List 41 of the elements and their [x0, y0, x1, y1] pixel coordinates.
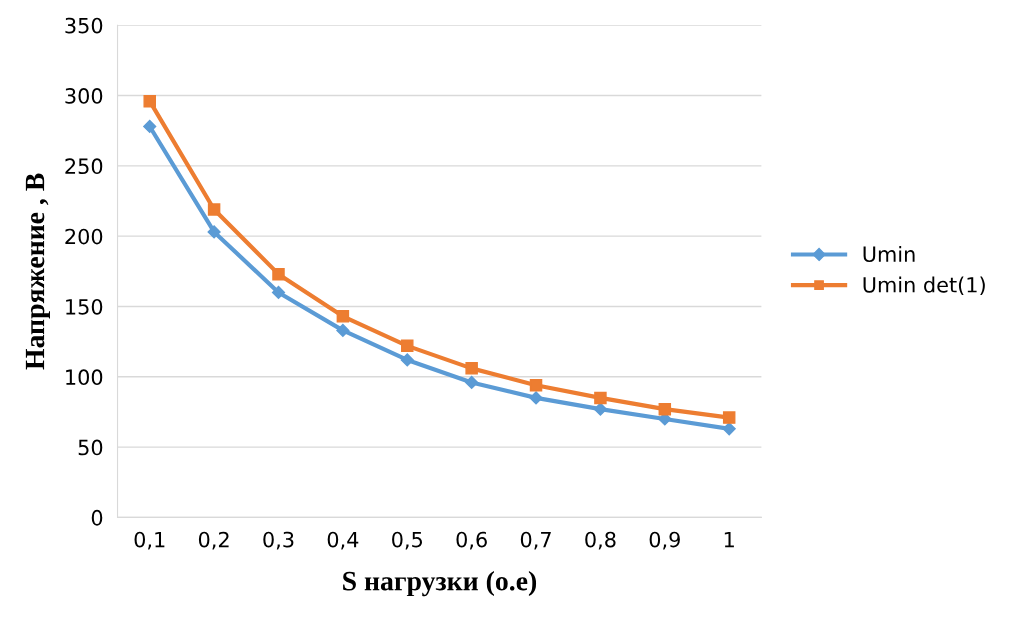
point [529, 391, 543, 405]
y-tick-label: 150 [66, 298, 103, 315]
x-tick-label: 0,5 [392, 531, 423, 550]
point [529, 378, 543, 392]
x-tick-label: 0,4 [327, 531, 359, 550]
point [271, 285, 286, 300]
point [465, 375, 479, 390]
x-tick-label: 0,9 [649, 531, 680, 550]
legend-label: Umin det(1) [863, 276, 985, 296]
point [401, 339, 414, 353]
point [722, 411, 736, 424]
point [272, 267, 285, 281]
point [722, 422, 736, 436]
y-tick-label: 350 [65, 17, 103, 34]
y-axis-title: Напряжение , В [25, 173, 50, 370]
x-tick-label: 0,2 [198, 531, 229, 550]
y-tick-label: 50 [78, 439, 103, 456]
point [594, 391, 607, 405]
point [400, 353, 414, 367]
point [465, 362, 478, 375]
point [207, 225, 221, 239]
y-tick-label: 250 [65, 158, 103, 175]
point [143, 94, 156, 108]
x-axis-title: S нагрузки (о.е) [343, 570, 537, 597]
y-tick-label: 200 [65, 228, 103, 245]
point [207, 203, 221, 216]
point [658, 402, 672, 416]
point [593, 402, 608, 416]
point [336, 323, 350, 337]
legend-label: Umin [863, 245, 915, 263]
y-tick-label: 300 [65, 88, 103, 104]
x-tick-label: 0,1 [134, 531, 165, 550]
point [143, 119, 157, 134]
x-tick-label: 1 [724, 531, 734, 548]
y-tick-label: 0 [91, 509, 103, 526]
x-tick-label: 0,7 [520, 531, 551, 550]
y-tick-label: 100 [66, 369, 103, 386]
x-tick-label: 0,6 [456, 531, 487, 550]
x-tick-label: 0,3 [263, 531, 294, 550]
x-tick-label: 0,8 [585, 531, 616, 550]
point [336, 310, 350, 323]
